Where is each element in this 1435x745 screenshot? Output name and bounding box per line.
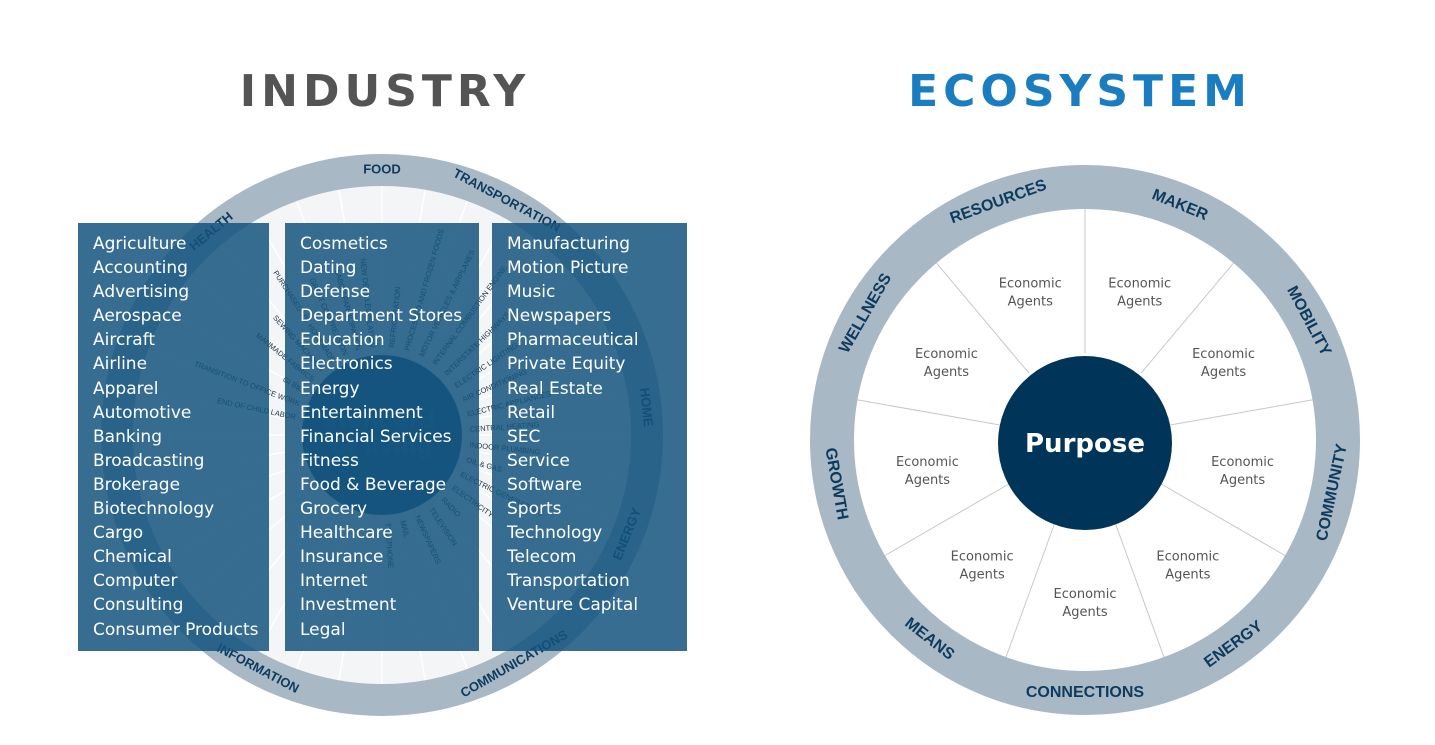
industry-item: Technology [507,523,603,544]
industry-item: Consumer Products [93,619,259,640]
industry-item: Venture Capital [507,595,639,616]
industry-item: Software [507,474,582,495]
economic-agents-label: Economic Agents [896,455,959,488]
industry-item: Accounting [93,258,188,279]
industry-item: Computer [93,571,178,592]
ecosystem-divider [1140,262,1234,374]
industry-item: Motion Picture [507,258,629,279]
industry-item: Consulting [93,595,184,616]
industry-item: Entertainment [300,402,423,423]
industry-item: Grocery [300,499,368,520]
economic-agents-label: Economic Agents [999,277,1062,310]
ecosystem-divider [1160,483,1286,556]
economic-agents-label: Economic Agents [1108,277,1171,310]
ecosystem-divider [936,262,1030,374]
industry-ring-label: FOOD [363,161,401,176]
industry-item: Banking [93,426,162,447]
ecosystem-divider [884,483,1010,556]
ecosystem-dividers [857,209,1313,658]
purpose-circle [998,356,1172,530]
industry-list-column-1: Agriculture Accounting Advertising Aerospac… [78,223,269,651]
industry-item: Energy [300,378,360,399]
industry-item: Brokerage [93,474,181,495]
industry-item: Chemical [93,547,172,568]
ecosystem-divider [1170,399,1313,426]
economic-agents-label: Economic Agents [915,347,978,380]
ecosystem-title: ECOSYSTEM [908,66,1252,117]
industry-item: Legal [300,619,346,640]
ecosystem-segments: Economic Agents Economic Agents Economic Agen… [896,277,1274,620]
industry-item: Fitness [300,450,359,471]
industry-item: Pharmaceutical [507,330,639,351]
industry-item: Retail [507,402,556,423]
industry-item: Defense [300,282,371,303]
ecosystem-divider [857,399,1000,426]
industry-item: Real Estate [507,378,603,399]
industry-item: Private Equity [507,354,626,375]
industry-item: Biotechnology [93,499,215,520]
industry-item: Aircraft [93,330,156,351]
industry-item: Healthcare [300,523,393,544]
industry-item: Sports [507,499,562,520]
industry-item: SEC [507,426,541,447]
industry-item: Newspapers [507,306,612,327]
industry-item: Department Stores [300,306,463,327]
industry-item: Aerospace [93,306,182,327]
industry-item: Advertising [93,282,190,303]
industry-item: Insurance [300,547,384,568]
economic-agents-label: Economic Agents [1192,347,1255,380]
industry-item: Financial Services [300,426,452,447]
industry-list-column-2: Cosmetics Dating Defense Department Stores E… [285,223,479,651]
industry-item: Music [507,282,556,303]
industry-item: Service [507,450,570,471]
economic-agents-label: Economic Agents [951,550,1014,583]
ecosystem-divider [1005,521,1056,658]
economic-agents-label: Economic Agents [1156,550,1219,583]
industry-item: Airline [93,354,148,375]
industry-item: Telecom [507,547,577,568]
ecosystem-ring-label: CONNECTIONS [1026,684,1145,701]
industry-item: Electronics [300,354,393,375]
industry-item: Apparel [93,378,159,399]
industry-item: Transportation [507,571,630,592]
industry-item: Manufacturing [507,234,631,254]
industry-item: Internet [300,571,368,592]
industry-item: Broadcasting [93,450,205,471]
industry-list-column-3: Manufacturing Motion Picture Music Newspape… [492,223,687,651]
industry-item: Dating [300,258,357,279]
economic-agents-label: Economic Agents [1211,455,1274,488]
ecosystem-divider [1114,521,1165,658]
industry-item: Investment [300,595,397,616]
purpose-label: Purpose [1025,429,1145,459]
ecosystem-wheel: Economic Agents Economic Agents Economic Agen… [810,165,1360,715]
industry-item: Cargo [93,523,144,544]
industry-item: Food & Beverage [300,474,447,495]
industry-item: Education [300,330,385,351]
industry-item: Agriculture [93,234,187,254]
industry-title: INDUSTRY [239,66,531,117]
economic-agents-label: Economic Agents [1054,587,1117,620]
industry-item: Automotive [93,402,192,423]
industry-item: Cosmetics [300,234,388,254]
